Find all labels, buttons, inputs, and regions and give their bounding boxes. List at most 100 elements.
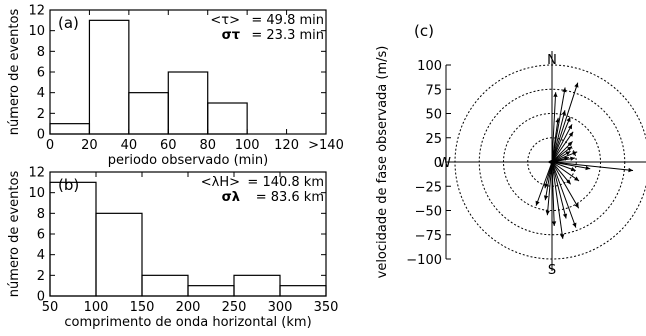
y-tick-label: 0 (37, 128, 45, 143)
panel-label: (a) (58, 14, 79, 32)
velocity-axis-label: velocidade de fase observada (m/s) (375, 46, 390, 279)
panel-label: (b) (58, 176, 79, 194)
x-tick-label: 50 (42, 300, 59, 315)
compass-west: W (438, 156, 451, 171)
velocity-tick-label: 0 (434, 156, 442, 171)
vector-arrowhead (568, 131, 574, 137)
x-axis-label: periodo observado (min) (108, 153, 268, 168)
x-tick-label: 80 (199, 138, 216, 153)
vector-arrowhead (585, 165, 591, 171)
vector-arrowhead (568, 124, 573, 130)
x-tick-label: 350 (314, 300, 339, 315)
x-tick-label: 250 (222, 300, 247, 315)
stat-value: = 83.6 km (256, 190, 324, 205)
panel-label: (c) (414, 22, 434, 40)
y-tick-label: 10 (28, 186, 45, 201)
velocity-vector (551, 141, 573, 163)
y-tick-label: 0 (37, 290, 45, 305)
velocity-vector (546, 161, 553, 216)
vector-arrowhead (572, 222, 577, 228)
velocity-vector (551, 161, 564, 239)
histogram-bar (187, 285, 235, 297)
x-tick-label: 0 (46, 138, 54, 153)
histogram-bar (141, 274, 189, 297)
velocity-vector (551, 161, 572, 185)
velocity-vector (551, 110, 566, 163)
velocity-tick-label: −50 (415, 205, 442, 220)
vector-arrowhead (574, 203, 579, 209)
velocity-vector (551, 116, 571, 163)
vector-arrowhead (574, 82, 579, 88)
vector-arrowhead (560, 234, 565, 239)
stat-label: σλ (222, 190, 240, 205)
y-axis-label: número de eventos (7, 171, 22, 298)
x-tick-label: 120 (274, 138, 299, 153)
vector-arrowhead (574, 176, 580, 181)
x-axis-label: comprimento de onda horizontal (km) (64, 315, 311, 330)
velocity-tick-label: −100 (406, 253, 442, 268)
histogram-bar (95, 212, 143, 297)
y-tick-label: 8 (37, 45, 45, 60)
stat-value: = 49.8 min (251, 13, 324, 28)
histogram-bar (88, 19, 130, 135)
velocity-vector (551, 161, 580, 209)
x-tick-label: 150 (130, 300, 155, 315)
y-tick-label: 4 (37, 248, 45, 263)
vector-arrowhead (545, 210, 550, 216)
velocity-tick-label: 75 (425, 83, 442, 98)
y-tick-label: 8 (37, 207, 45, 222)
velocity-tick-label: 100 (417, 59, 442, 74)
y-tick-label: 6 (37, 66, 45, 81)
velocity-tick-label: 25 (425, 132, 442, 147)
histogram-wavelength-panel: 0 2 4 6 8 10 12 50 100 150 200 250 300 350comprimento… (7, 166, 338, 331)
vector-arrowhead (572, 151, 578, 156)
vector-arrowhead (565, 151, 571, 156)
velocity-tick-label: −25 (415, 180, 442, 195)
y-tick-label: 2 (37, 107, 45, 122)
velocity-vector (551, 117, 559, 163)
compass-north: N (547, 53, 557, 68)
vector-arrowhead (535, 200, 540, 206)
x-tick-label: 100 (84, 300, 109, 315)
x-tick-label: >140 (308, 138, 344, 153)
velocity-vector (551, 161, 580, 182)
vector-arrowhead (547, 159, 552, 165)
velocity-vector (551, 161, 577, 228)
vector-arrowhead (566, 117, 571, 123)
x-tick-label: 300 (268, 300, 293, 315)
x-tick-label: 200 (176, 300, 201, 315)
x-tick-label: 60 (160, 138, 177, 153)
vector-arrowhead (628, 167, 634, 173)
y-tick-label: 6 (37, 228, 45, 243)
stat-label: <λH> (201, 175, 240, 190)
compass-south: S (548, 263, 556, 278)
velocity-vector (551, 92, 557, 163)
y-tick-label: 12 (28, 4, 45, 19)
vector-arrowhead (561, 110, 566, 116)
velocity-vector (551, 124, 573, 163)
velocity-tick-label: 50 (425, 108, 442, 123)
velocity-vector (544, 161, 553, 201)
vector-arrowhead (551, 221, 557, 226)
histogram-bar (207, 102, 248, 135)
y-tick-label: 12 (28, 166, 45, 181)
vector-arrowhead (543, 195, 549, 201)
velocity-vector (551, 82, 579, 163)
y-axis-label: número de eventos (7, 9, 22, 136)
velocity-tick-label: −75 (415, 229, 442, 244)
velocity-vector (551, 161, 591, 170)
vector-arrowhead (544, 183, 549, 189)
vector-arrowhead (566, 179, 571, 185)
x-tick-label: 100 (235, 138, 260, 153)
vector-arrowhead (555, 117, 560, 123)
vector-arrowhead (567, 141, 573, 147)
x-tick-label: 20 (81, 138, 98, 153)
vector-arrowhead (570, 156, 575, 161)
stat-value: = 140.8 km (247, 175, 324, 190)
y-tick-label: 4 (37, 86, 45, 101)
histogram-bar (49, 123, 91, 135)
stat-value: = 23.3 min (251, 28, 324, 43)
x-tick-label: 40 (121, 138, 138, 153)
